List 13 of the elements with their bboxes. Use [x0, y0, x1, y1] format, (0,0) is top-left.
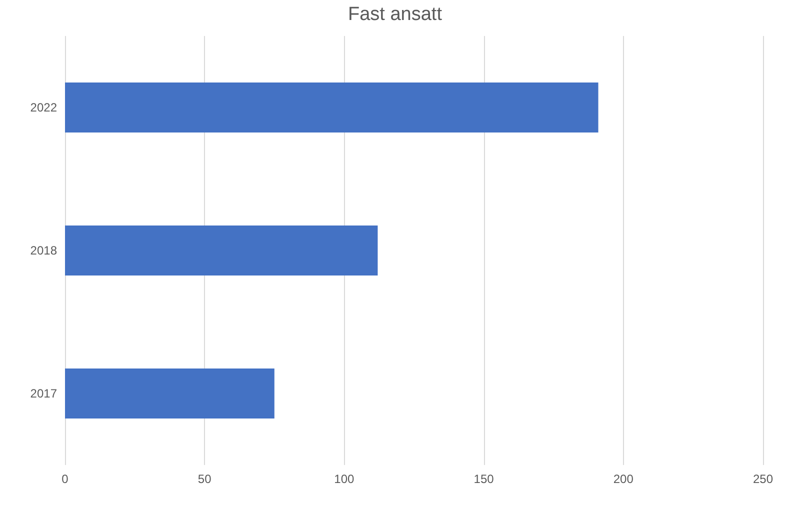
y-tick-label: 2018 — [30, 244, 58, 258]
bar — [65, 368, 274, 419]
y-tick-label: 2022 — [30, 100, 58, 114]
x-tick-label: 250 — [752, 472, 774, 486]
x-tick-label: 100 — [334, 472, 355, 486]
x-tick-label: 50 — [198, 472, 212, 486]
y-tick-label: 2017 — [30, 386, 58, 400]
x-tick-label: 150 — [474, 472, 494, 486]
bar — [65, 82, 598, 133]
x-tick-label: 200 — [613, 472, 634, 486]
chart-title: Fast ansatt — [348, 4, 443, 25]
bar — [65, 225, 378, 276]
x-tick-label: 0 — [62, 472, 69, 486]
